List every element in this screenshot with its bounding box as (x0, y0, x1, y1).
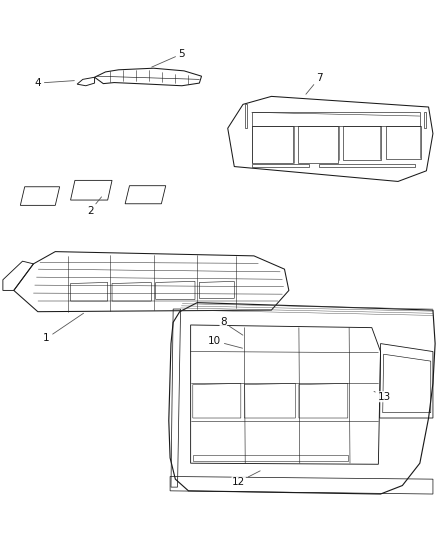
Text: 12: 12 (232, 471, 260, 487)
Text: 2: 2 (87, 197, 102, 216)
Bar (245, 104, 247, 128)
Text: 8: 8 (220, 317, 243, 335)
Bar (252, 164, 308, 166)
Bar (298, 126, 338, 163)
Text: 1: 1 (43, 313, 84, 343)
Text: 7: 7 (306, 73, 323, 94)
Bar (252, 112, 420, 126)
Bar (386, 126, 421, 159)
Text: 4: 4 (35, 78, 74, 88)
Bar (252, 126, 293, 163)
Text: 13: 13 (374, 391, 392, 402)
Text: 10: 10 (208, 336, 243, 348)
Bar (343, 126, 381, 160)
Bar (424, 112, 426, 128)
Bar (319, 164, 416, 166)
Text: 5: 5 (152, 49, 185, 67)
